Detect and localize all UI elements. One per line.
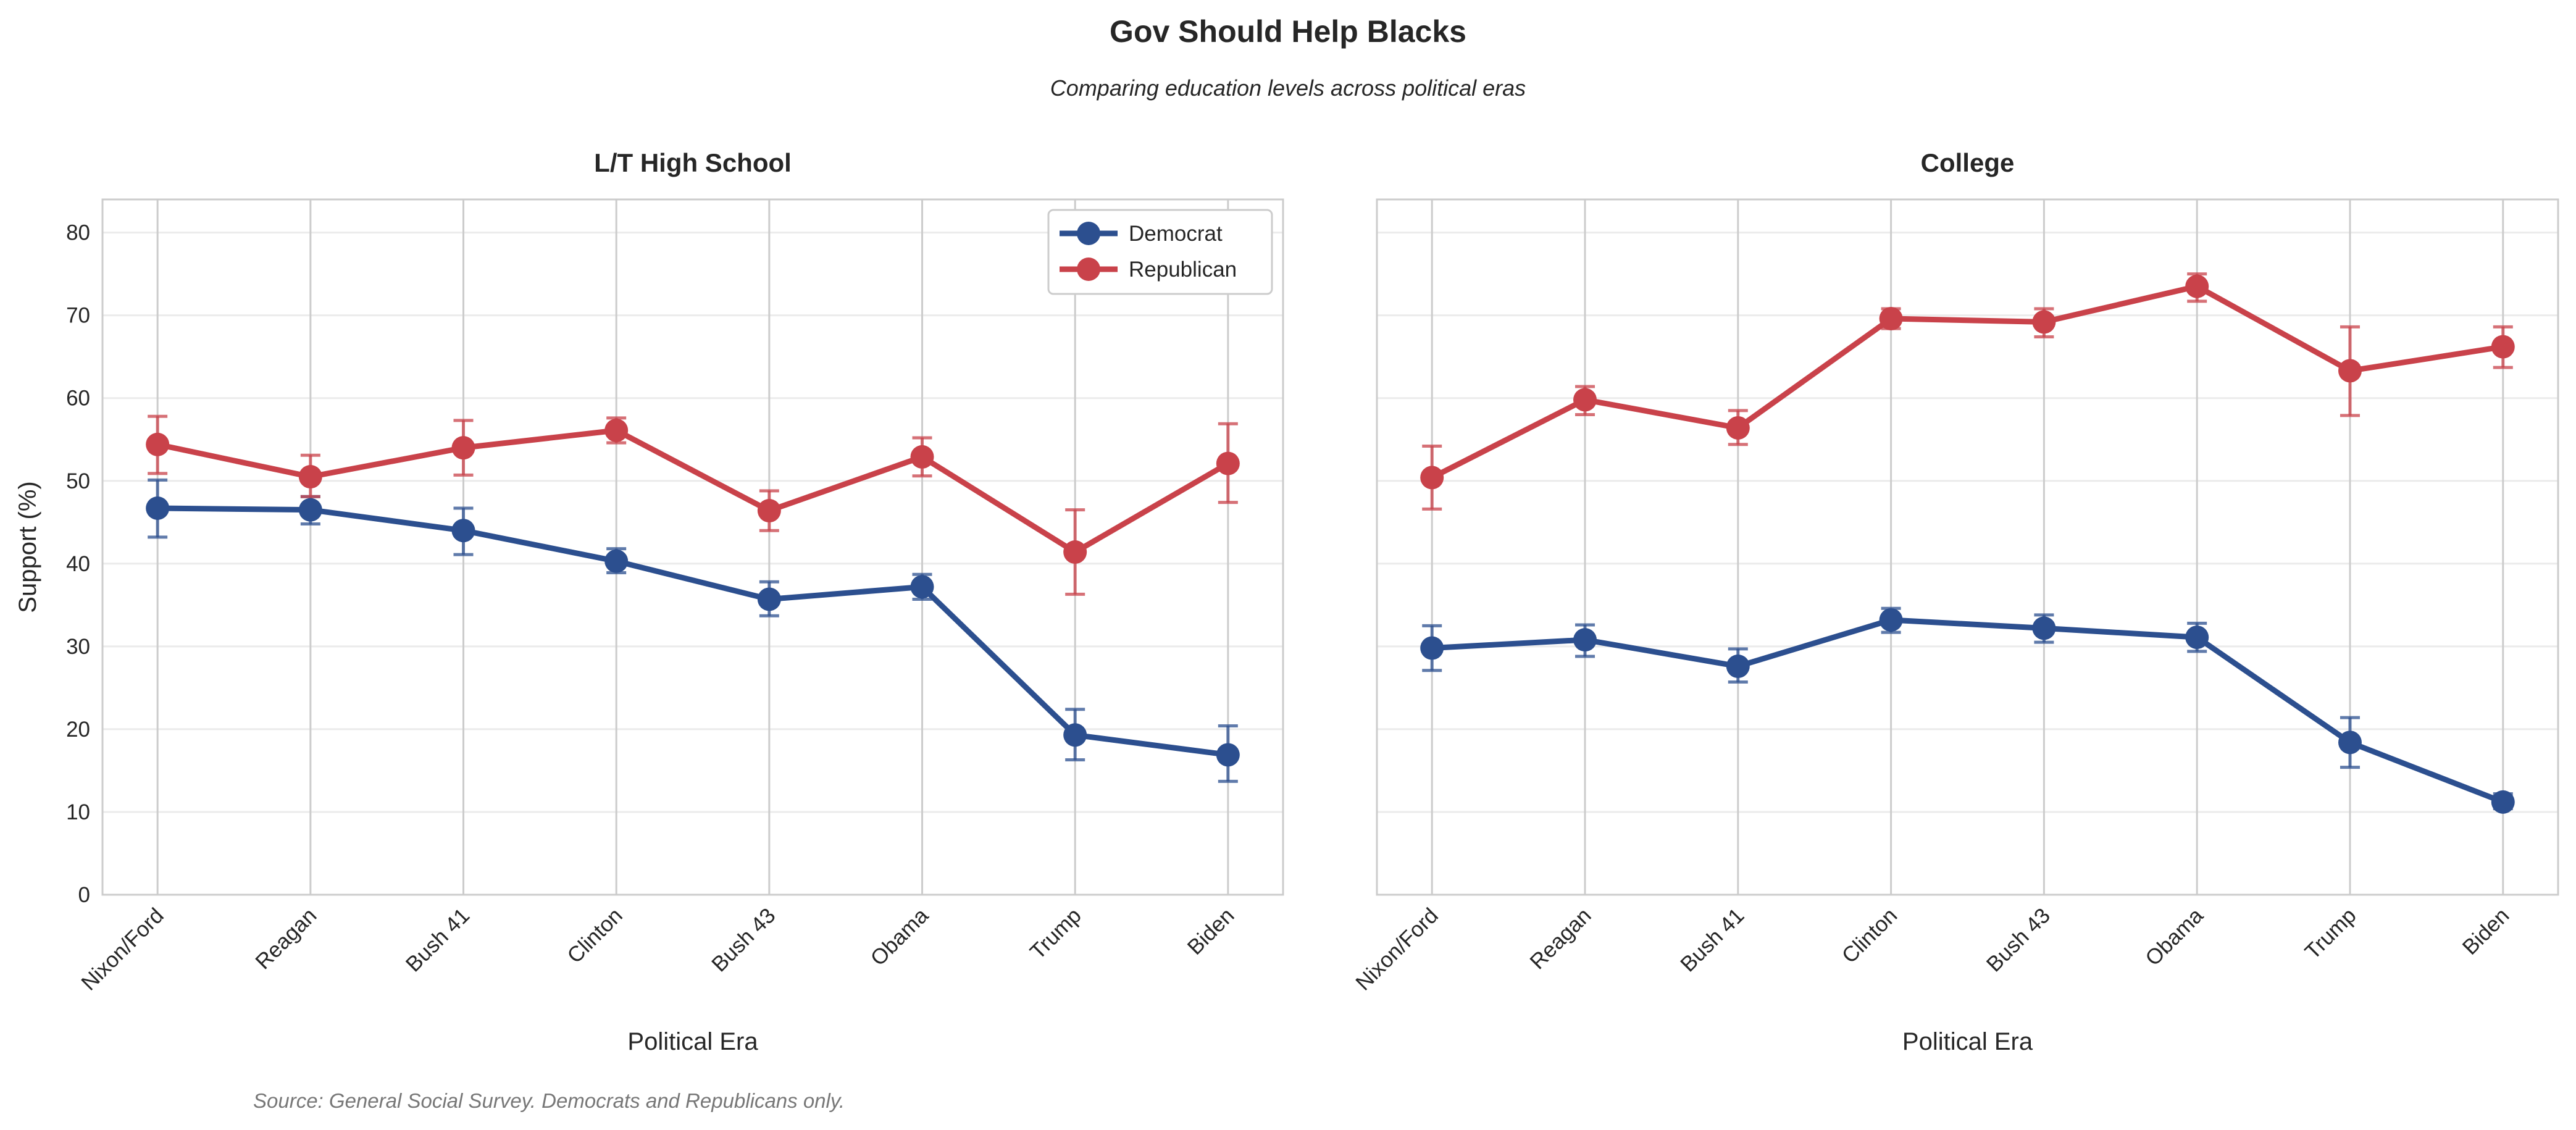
panel-title: L/T High School (594, 148, 792, 177)
series-republican (146, 414, 1240, 596)
legend-swatch-marker (1077, 222, 1100, 245)
chart-subtitle: Comparing education levels across politi… (1050, 75, 1526, 101)
data-point (604, 418, 629, 442)
y-tick-label: 80 (66, 221, 90, 245)
y-tick-label: 60 (66, 387, 90, 411)
data-point (1573, 388, 1597, 412)
series-line (1431, 283, 2504, 480)
panel-1: Nixon/Ford Reagan Bush 41 Clinton Bush 43 Oba… (1351, 148, 2559, 1055)
x-tick-label: Bush 41 (401, 903, 474, 976)
x-tick-label: Clinton (562, 903, 627, 968)
x-tick-label: Bush 43 (1982, 903, 2055, 976)
x-tick-label: Trump (2300, 903, 2361, 964)
x-tick-label: Biden (2458, 903, 2514, 960)
data-point (146, 432, 170, 456)
data-point (2032, 616, 2056, 640)
data-point (1420, 466, 1444, 490)
y-tick-label: 0 (78, 883, 90, 907)
data-point (146, 496, 170, 520)
legend-label: Republican (1129, 257, 1237, 282)
legend-label: Democrat (1129, 222, 1223, 246)
series-line (1431, 617, 2504, 805)
data-point (1216, 451, 1240, 475)
data-point (451, 519, 475, 543)
data-point (451, 436, 475, 460)
x-tick-label: Obama (2141, 903, 2208, 971)
legend-swatch-marker (1077, 257, 1100, 281)
x-tick-label: Trump (1026, 903, 1086, 964)
y-tick-label: 20 (66, 718, 90, 742)
x-tick-label: Bush 43 (707, 903, 780, 976)
y-axis-label: Support (%) (14, 481, 41, 613)
source-note: Source: General Social Survey. Democrats… (253, 1089, 845, 1112)
data-point (1216, 743, 1240, 767)
y-tick-label: 50 (66, 469, 90, 493)
data-point (2185, 626, 2209, 650)
data-point (298, 498, 322, 522)
data-point (1879, 307, 1903, 331)
legend: Democrat Republican (1047, 209, 1273, 295)
data-point (2491, 335, 2515, 359)
series-democrat (1420, 606, 2515, 814)
data-point (1879, 608, 1903, 632)
data-point (2032, 310, 2056, 334)
x-tick-label: Clinton (1838, 903, 1902, 968)
chart-title: Gov Should Help Blacks (1110, 14, 1466, 49)
data-point (757, 499, 781, 523)
x-tick-label: Obama (866, 903, 933, 971)
series-line (157, 505, 1229, 758)
panel-title: College (1921, 148, 2015, 177)
y-tick-label: 30 (66, 635, 90, 659)
y-tick-label: 70 (66, 304, 90, 328)
x-axis-label: Political Era (1902, 1028, 2033, 1055)
series-line (157, 427, 1230, 555)
data-point (604, 549, 629, 573)
axes-frame (101, 198, 1284, 896)
data-point (2491, 790, 2515, 814)
data-point (2338, 730, 2362, 755)
data-point (1726, 416, 1750, 440)
axes-frame (1376, 198, 2559, 896)
series-democrat (146, 478, 1240, 783)
data-point (757, 587, 781, 611)
x-tick-label: Reagan (1525, 903, 1595, 974)
data-point (1573, 628, 1597, 652)
x-tick-label: Biden (1183, 903, 1239, 960)
data-point (298, 465, 322, 489)
data-point (910, 445, 934, 469)
data-point (910, 575, 934, 599)
x-tick-label: Reagan (251, 903, 321, 974)
data-point (1420, 636, 1444, 660)
y-tick-label: 10 (66, 800, 90, 824)
x-tick-label: Nixon/Ford (1351, 903, 1443, 995)
y-tick-label: 40 (66, 552, 90, 576)
data-point (1726, 655, 1750, 679)
data-point (1063, 540, 1087, 564)
series-republican (1420, 272, 2515, 511)
x-tick-label: Bush 41 (1676, 903, 1749, 976)
panel-0: 0 10 20 30 40 50 60 70 80 Nixon/Ford Reagan Bush 41… (66, 148, 1284, 1055)
data-point (2185, 274, 2209, 298)
data-point (2338, 359, 2362, 383)
data-point (1063, 723, 1087, 747)
x-tick-label: Nixon/Ford (77, 903, 169, 995)
x-axis-label: Political Era (627, 1028, 758, 1055)
